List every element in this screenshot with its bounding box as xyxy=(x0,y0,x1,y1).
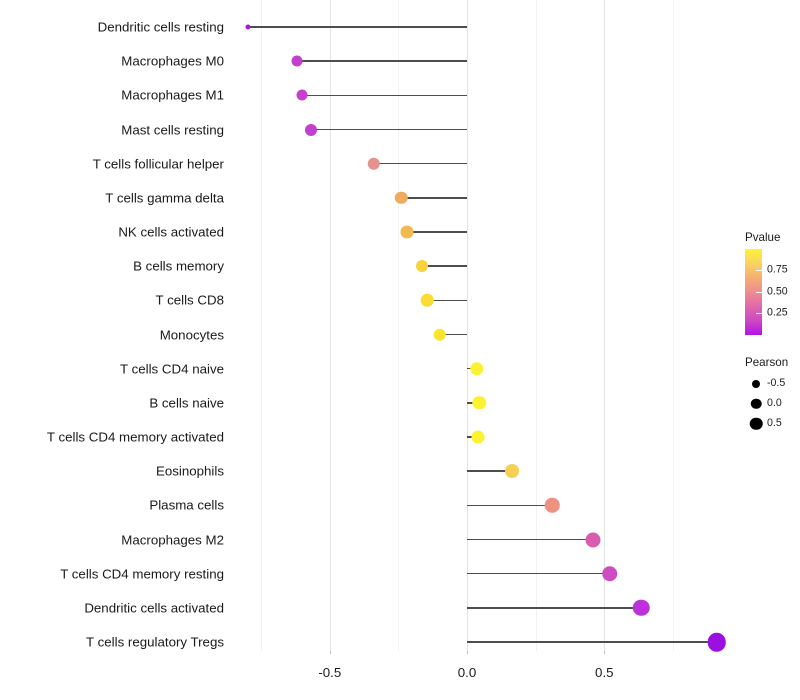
size-legend-dot xyxy=(752,379,760,388)
y-axis-tick-label: Dendritic cells resting xyxy=(97,19,224,35)
x-axis-tick-mark xyxy=(604,651,606,654)
lollipop-stem xyxy=(401,197,468,199)
size-legend-dot-cell xyxy=(745,374,767,394)
plot-panel xyxy=(231,0,736,652)
lollipop-point[interactable] xyxy=(433,328,446,341)
gridline-minor xyxy=(672,0,674,651)
lollipop-point[interactable] xyxy=(304,123,317,136)
lollipop-point[interactable] xyxy=(633,599,650,617)
y-axis-tick-label: T cells CD4 memory resting xyxy=(60,566,224,582)
colorbar-tick-mark xyxy=(756,313,763,315)
lollipop-stem xyxy=(439,333,467,336)
colorbar-tick-label: 0.50 xyxy=(767,285,788,298)
x-axis: -0.5 0.0 0.5 xyxy=(231,651,736,691)
y-axis-tick-label: Dendritic cells activated xyxy=(84,600,224,616)
gridline-major xyxy=(604,0,606,651)
y-axis-tick-label: Macrophages M2 xyxy=(121,531,224,547)
y-axis-tick-label: Monocytes xyxy=(159,326,224,342)
y-axis-tick-label: T cells CD4 naive xyxy=(120,361,224,377)
x-axis-tick-mark xyxy=(329,651,331,654)
lollipop-stem xyxy=(467,607,642,609)
lollipop-stem xyxy=(467,572,610,575)
lollipop-stem xyxy=(467,538,594,541)
lollipop-point[interactable] xyxy=(471,430,485,444)
lollipop-point[interactable] xyxy=(420,294,434,307)
size-legend-label: 0.5 xyxy=(767,417,782,430)
lollipop-stem xyxy=(467,641,717,643)
lollipop-stem xyxy=(421,265,467,267)
lollipop-point[interactable] xyxy=(602,565,618,582)
size-legend-item: -0.5 xyxy=(745,374,800,394)
lollipop-point[interactable] xyxy=(394,191,408,205)
y-axis-tick-label: Mast cells resting xyxy=(121,121,224,137)
y-axis-tick-label: T cells regulatory Tregs xyxy=(86,634,224,650)
y-axis-labels: Dendritic cells resting Macrophages M0 Mac… xyxy=(0,0,224,651)
lollipop-stem xyxy=(296,60,468,62)
lollipop-stem xyxy=(467,504,553,507)
lollipop-stem xyxy=(302,94,468,97)
size-legend-item: 0.5 xyxy=(745,414,800,434)
colorbar-tick-mark xyxy=(756,291,763,293)
x-axis-tick-label: -0.5 xyxy=(318,665,342,680)
size-legend-item: 0.0 xyxy=(745,394,800,414)
y-axis-tick-label: B cells naive xyxy=(149,395,224,411)
size-legend-dot-cell xyxy=(745,414,767,434)
x-axis-tick-label: 0.5 xyxy=(595,665,614,680)
size-legend-dot xyxy=(750,398,762,409)
lollipop-stem xyxy=(427,299,467,302)
y-axis-tick-label: Macrophages M1 xyxy=(121,87,224,103)
lollipop-stem xyxy=(310,128,467,131)
gridline-minor xyxy=(398,0,400,651)
y-axis-tick-label: T cells follicular helper xyxy=(92,156,224,172)
size-legend-dot xyxy=(749,417,763,430)
colorbar-tick-label: 0.75 xyxy=(767,263,788,276)
lollipop-point[interactable] xyxy=(400,225,414,239)
pearson-size-legend: Pearson -0.5 0.0 0.5 xyxy=(745,357,800,434)
lollipop-point[interactable] xyxy=(707,632,727,652)
y-axis-tick-label: Eosinophils xyxy=(155,463,224,479)
y-axis-tick-label: Macrophages M0 xyxy=(121,53,224,69)
lollipop-point[interactable] xyxy=(472,396,487,410)
gridline-major xyxy=(329,0,331,651)
lollipop-point[interactable] xyxy=(245,24,250,30)
colorbar-tick-mark xyxy=(756,270,763,272)
lollipop-point[interactable] xyxy=(415,260,428,273)
lollipop-stem xyxy=(406,231,468,233)
gridline-minor xyxy=(535,0,537,651)
lollipop-point[interactable] xyxy=(585,532,601,547)
gridline-major xyxy=(467,0,468,651)
y-axis-tick-label: Plasma cells xyxy=(149,497,224,513)
lollipop-stem xyxy=(467,470,513,472)
pvalue-colorbar-wrap: 0.75 0.50 0.25 xyxy=(745,248,797,337)
size-legend-label: 0.0 xyxy=(767,397,782,410)
size-legend-label: -0.5 xyxy=(767,377,786,390)
lollipop-point[interactable] xyxy=(291,55,303,67)
pearson-legend-title: Pearson xyxy=(745,356,789,369)
lollipop-point[interactable] xyxy=(505,464,520,479)
pvalue-legend-title: Pvalue xyxy=(745,231,781,244)
lollipop-point[interactable] xyxy=(296,89,308,101)
size-legend-dot-cell xyxy=(745,394,767,414)
lollipop-point[interactable] xyxy=(469,361,484,376)
x-axis-tick-mark xyxy=(467,651,468,654)
pvalue-legend: Pvalue 0.75 0.50 0.25 xyxy=(745,232,800,337)
lollipop-point[interactable] xyxy=(367,157,380,170)
gridline-minor xyxy=(261,0,263,651)
y-axis-tick-label: T cells gamma delta xyxy=(105,190,224,206)
lollipop-stem xyxy=(373,162,467,165)
lollipop-point[interactable] xyxy=(544,498,560,513)
x-axis-tick-label: 0.0 xyxy=(457,665,477,680)
lollipop-stem xyxy=(247,26,468,28)
y-axis-tick-label: T cells CD8 xyxy=(155,292,224,308)
y-axis-tick-label: B cells memory xyxy=(133,258,224,274)
y-axis-tick-label: NK cells activated xyxy=(118,224,224,240)
colorbar-tick-label: 0.25 xyxy=(767,306,788,319)
y-axis-tick-label: T cells CD4 memory activated xyxy=(46,429,224,445)
